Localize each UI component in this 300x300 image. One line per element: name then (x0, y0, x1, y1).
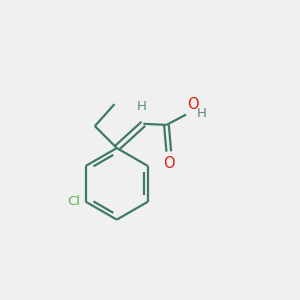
Text: O: O (163, 156, 175, 171)
Text: Cl: Cl (68, 195, 81, 208)
Text: H: H (197, 107, 207, 120)
Text: O: O (187, 97, 199, 112)
Text: H: H (136, 100, 146, 113)
